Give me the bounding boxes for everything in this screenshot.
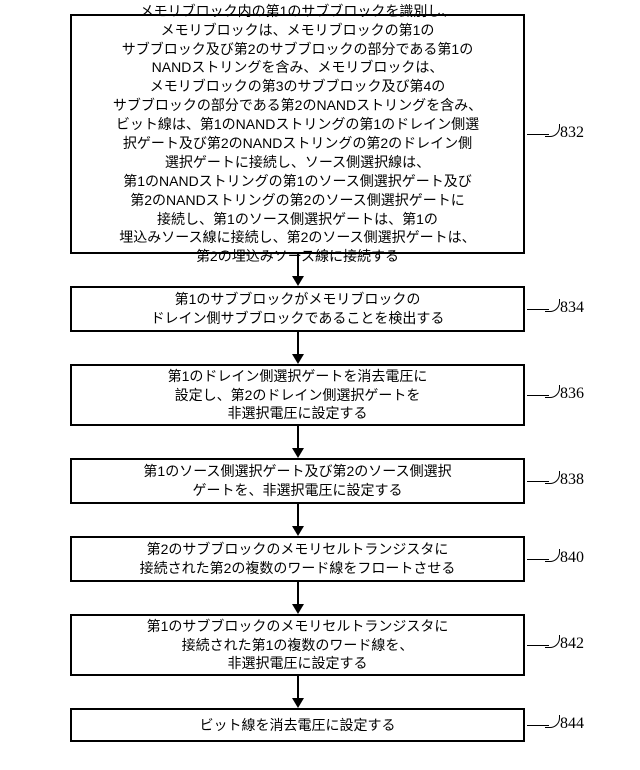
ref-curve-834	[545, 299, 560, 312]
ref-number-844: 844	[560, 715, 584, 733]
ref-number-842: 842	[560, 635, 584, 653]
step-box-834: 第1のサブブロックがメモリブロックのドレイン側サブブロックであることを検出する	[70, 286, 525, 332]
step-box-838: 第1のソース側選択ゲート及び第2のソース側選択ゲートを、非選択電圧に設定する	[70, 458, 525, 504]
step-box-842: 第1のサブブロックのメモリセルトランジスタに接続された第1の複数のワード線を、非…	[70, 614, 525, 676]
ref-number-832: 832	[560, 124, 584, 142]
step-box-832: メモリブロック内の第1のサブブロックを識別し、メモリブロックは、メモリブロックの…	[70, 14, 525, 254]
step-box-836: 第1のドレイン側選択ゲートを消去電圧に設定し、第2のドレイン側選択ゲートを非選択…	[70, 364, 525, 426]
flowchart-canvas: メモリブロック内の第1のサブブロックを識別し、メモリブロックは、メモリブロックの…	[0, 0, 640, 770]
ref-curve-838	[545, 471, 560, 484]
ref-number-834: 834	[560, 299, 584, 317]
ref-number-840: 840	[560, 549, 584, 567]
ref-number-836: 836	[560, 385, 584, 403]
step-box-844: ビット線を消去電圧に設定する	[70, 708, 525, 742]
ref-curve-844	[545, 715, 560, 728]
step-box-840: 第2のサブブロックのメモリセルトランジスタに接続された第2の複数のワード線をフロ…	[70, 536, 525, 582]
ref-number-838: 838	[560, 471, 584, 489]
ref-curve-842	[545, 635, 560, 648]
ref-curve-840	[545, 549, 560, 562]
ref-curve-832	[545, 124, 560, 137]
ref-curve-836	[545, 385, 560, 398]
